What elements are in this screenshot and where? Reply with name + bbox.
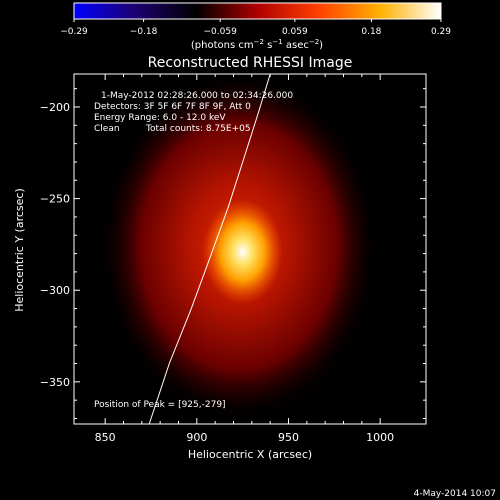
colorbar-tick-label: −0.18 bbox=[130, 27, 158, 37]
annotation-total-counts: Total counts: 8.75E+05 bbox=[145, 124, 251, 134]
source-core bbox=[202, 199, 283, 305]
y-tick-label: −200 bbox=[40, 101, 70, 114]
annotation-clean: Clean bbox=[94, 124, 120, 134]
colorbar-tick-label: −0.059 bbox=[204, 27, 238, 37]
colorbar: −0.29 −0.18 −0.059 0.059 0.18 0.29 (photons c… bbox=[60, 2, 451, 51]
plot-frame bbox=[73, 73, 427, 425]
y-axis-ticks: −200 −250 −300 −350 bbox=[40, 88, 426, 420]
chart-title: Reconstructed RHESSI Image bbox=[148, 55, 353, 71]
annotation-time-range: 1-May-2012 02:28:26.000 to 02:34:26.000 bbox=[101, 91, 293, 101]
colorbar-tick-label: 0.059 bbox=[282, 27, 308, 37]
y-axis-label: Heliocentric Y (arcsec) bbox=[13, 188, 26, 312]
solar-limb-curve bbox=[148, 74, 271, 424]
colorbar-gradient bbox=[74, 3, 441, 19]
x-tick-label: 900 bbox=[186, 431, 207, 444]
annotations: 1-May-2012 02:28:26.000 to 02:34:26.000 … bbox=[94, 91, 293, 410]
colorbar-tick-label: 0.18 bbox=[361, 27, 381, 37]
annotation-detectors: Detectors: 3F 5F 6F 7F 8F 9F, Att 0 bbox=[94, 102, 251, 112]
annotation-peak-position: Position of Peak = [925,-279] bbox=[94, 400, 226, 410]
y-tick-label: −350 bbox=[40, 376, 70, 389]
annotation-energy: Energy Range: 6.0 - 12.0 keV bbox=[94, 113, 226, 123]
colorbar-frame bbox=[73, 2, 442, 20]
x-tick-label: 850 bbox=[95, 431, 116, 444]
colorbar-ticks: −0.29 −0.18 −0.059 0.059 0.18 0.29 bbox=[60, 19, 451, 37]
footer-date: 4-May-2014 10:07 bbox=[414, 489, 496, 499]
plot-area bbox=[74, 74, 426, 424]
x-axis-ticks: 850 900 950 1000 bbox=[95, 74, 394, 444]
x-tick-label: 1000 bbox=[366, 431, 394, 444]
colorbar-tick-label: −0.29 bbox=[60, 27, 88, 37]
y-tick-label: −300 bbox=[40, 284, 70, 297]
colorbar-unit-label: (photons cm−2 s−1 asec−2) bbox=[191, 38, 323, 51]
colorbar-tick-label: 0.29 bbox=[431, 27, 451, 37]
x-tick-label: 950 bbox=[278, 431, 299, 444]
y-tick-label: −250 bbox=[40, 193, 70, 206]
x-axis-label: Heliocentric X (arcsec) bbox=[188, 448, 312, 461]
